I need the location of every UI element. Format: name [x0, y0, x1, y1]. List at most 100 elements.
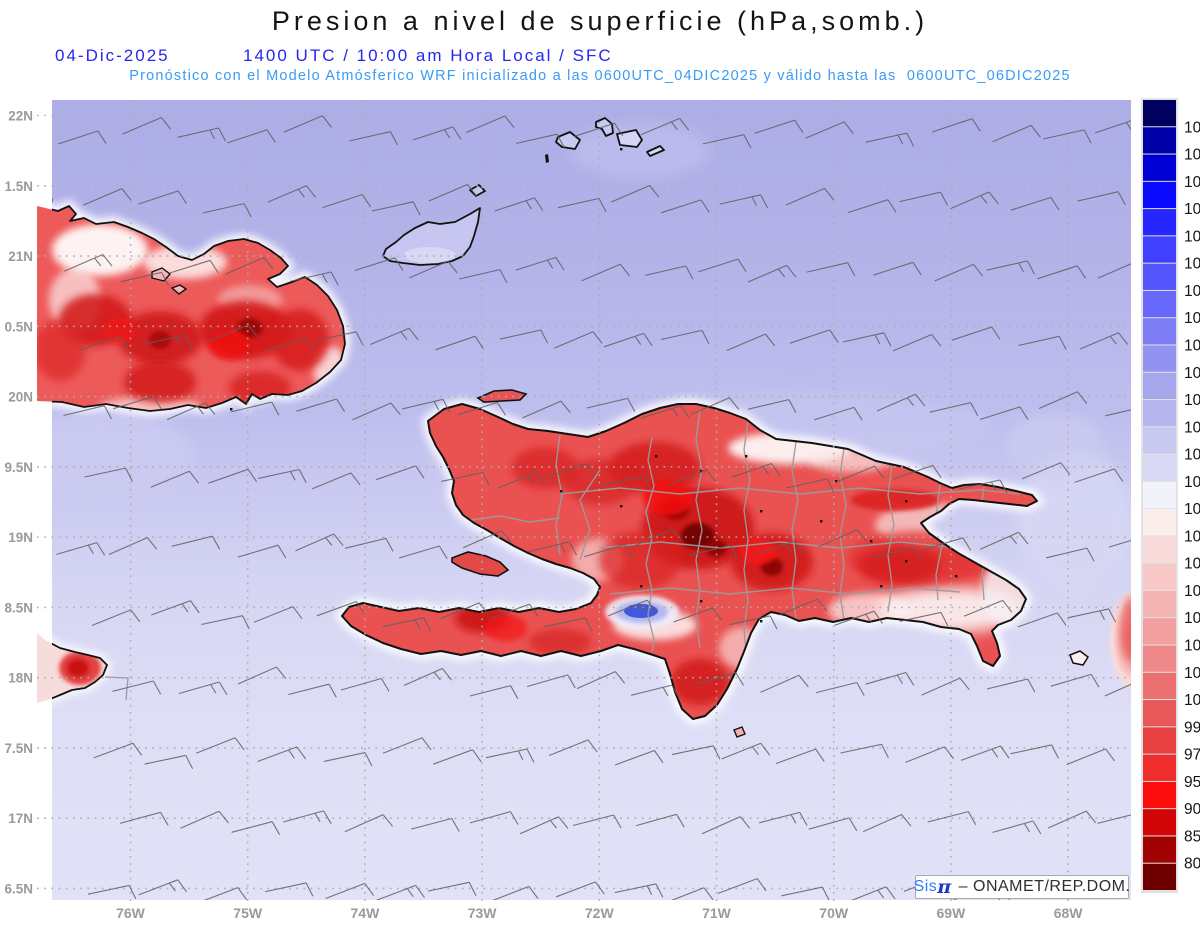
wind-barb [485, 748, 535, 763]
colorbar-cell [1143, 836, 1176, 863]
wind-barb [265, 336, 315, 352]
wind-barb [1018, 335, 1067, 350]
wind-barb [614, 749, 664, 766]
wind-barb [84, 467, 133, 482]
colorbar-cell [1143, 127, 1176, 154]
wind-barb [427, 881, 477, 896]
wind-barb [401, 398, 451, 413]
wind-barb [729, 615, 778, 630]
station-dot [230, 408, 233, 411]
lon-label: 76W [116, 905, 146, 921]
station-dot [655, 455, 658, 458]
wind-barb [701, 816, 751, 835]
wind-barb [979, 406, 1029, 421]
wind-barb [225, 257, 274, 275]
wind-barb [960, 745, 1010, 761]
wind-barb [264, 882, 314, 897]
wind-barb [554, 331, 603, 349]
colorbar-cell [1143, 454, 1176, 481]
wind-barb [519, 816, 569, 835]
wind-barb [119, 811, 169, 826]
wind-barb [695, 672, 745, 686]
wind-barb [258, 468, 307, 484]
sispi-pi-icon: π [937, 875, 952, 898]
valid-time: 1400 UTC / 10:00 am Hora Local / SFC [243, 46, 613, 65]
wind-barb [428, 183, 478, 202]
wind-barb [1094, 120, 1131, 134]
wind-barb [412, 126, 462, 141]
wind-barb [375, 465, 425, 481]
model-info-line: Pronóstico con el Modelo Atmósferico WRF… [129, 68, 1071, 84]
colorbar-cell [1143, 263, 1176, 290]
wind-barb [409, 260, 458, 279]
wind-barb [56, 542, 106, 556]
wind-barb [237, 666, 287, 685]
wind-barb [227, 129, 276, 144]
wind-barb [892, 333, 942, 352]
colorbar-cell [1143, 481, 1176, 509]
wind-barb [690, 397, 740, 416]
lon-label: 73W [468, 905, 498, 921]
wind-barb [636, 813, 685, 828]
wind-barb [986, 260, 1035, 275]
wind-barb [847, 199, 897, 214]
colorbar-label: 1040 [1184, 147, 1200, 164]
wind-barb [469, 685, 519, 700]
lat-label: 22N [8, 109, 33, 124]
beata-island [733, 726, 746, 738]
wind-barb [311, 472, 361, 490]
wind-barb [899, 191, 949, 206]
chart-title: Presion a nivel de superficie (hPa,somb.… [271, 6, 929, 36]
wind-barb [775, 748, 825, 765]
wind-barb [138, 190, 187, 205]
lat-label: 6.5N [4, 881, 33, 896]
wind-barb [754, 540, 804, 555]
tortuga-island [476, 389, 528, 403]
lat-label: 19N [8, 530, 33, 545]
wind-barb [138, 879, 188, 896]
wind-barb [497, 471, 546, 489]
colorbar-cell [1143, 563, 1176, 590]
colorbar-label: 1028 [1184, 228, 1200, 245]
wind-barb [288, 683, 337, 698]
wind-barb [440, 602, 489, 620]
wind-barb [760, 674, 809, 693]
wind-barb [170, 259, 219, 274]
wind-barb [835, 465, 885, 483]
station-dot [905, 560, 908, 563]
station-dot [820, 520, 823, 523]
wind-barb [180, 810, 229, 829]
wind-barb [489, 603, 539, 619]
wind-barb [992, 820, 1042, 835]
wind-barb [640, 117, 690, 136]
wind-barb [253, 606, 303, 623]
wind-barb [905, 746, 955, 763]
wind-barb [91, 609, 141, 627]
wind-barb [608, 599, 657, 617]
wind-barb [322, 193, 372, 209]
colorbar-label: 1013 [1184, 501, 1200, 518]
wind-barb [1050, 673, 1100, 688]
wind-barb [515, 256, 565, 271]
wind-barb [349, 131, 398, 146]
wind-barb [586, 397, 636, 412]
wind-barb [57, 130, 107, 145]
colorbar-cell [1143, 536, 1176, 563]
wind-barb [963, 599, 1013, 617]
wind-barb [614, 883, 664, 898]
lon-label: 75W [233, 905, 263, 921]
lat-label: 18N [8, 671, 33, 686]
wind-barb [79, 335, 129, 351]
colorbar-label: 990 [1184, 719, 1200, 736]
wind-barb [1017, 612, 1067, 628]
wind-barb [237, 544, 287, 559]
gonave-island [451, 551, 510, 577]
wind-barb [203, 887, 248, 900]
colorbar-cell [1143, 100, 1176, 127]
colorbar-label: 900 [1184, 801, 1200, 818]
wind-barb [805, 121, 854, 139]
wind-barb [778, 598, 828, 616]
colorbar-cell [1143, 345, 1176, 372]
wind-barb [610, 184, 660, 203]
